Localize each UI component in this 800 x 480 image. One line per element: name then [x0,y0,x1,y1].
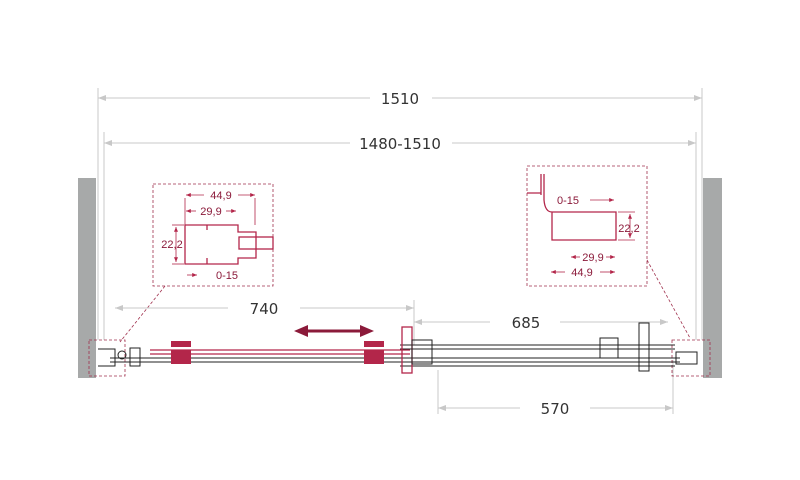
double-arrow-icon [294,325,374,337]
left-adjust: 0-15 [216,270,238,282]
dimension-opening: 570 [437,360,674,418]
sliding-panel-label: 685 [512,314,541,332]
opening-label: 570 [541,400,570,418]
left-width-outer: 44,9 [210,190,231,202]
dimension-fixed-panel: 740 [115,300,414,318]
dimension-overall-width: 1510 [97,88,703,340]
left-wall [78,178,96,378]
adjustable-width-label: 1480-1510 [359,135,441,153]
dimension-sliding-panel: 685 [413,300,668,345]
dimension-adjustable-width: 1480-1510 [103,132,697,340]
right-adjust: 0-15 [557,195,579,207]
right-wall [703,178,722,378]
left-width-inner: 29,9 [200,206,221,218]
left-profile-detail: 44,9 29,9 22,2 0-15 [119,183,274,343]
right-height: 22,2 [618,223,639,235]
right-profile-detail: 0-15 22,2 29,9 44,9 [526,165,691,339]
door-plan-view [88,322,711,377]
fixed-panel-label: 740 [250,300,279,318]
left-height: 22,2 [161,239,182,251]
overall-width-label: 1510 [381,90,419,108]
right-width-outer: 44,9 [571,267,592,279]
right-width-inner: 29,9 [582,252,603,264]
